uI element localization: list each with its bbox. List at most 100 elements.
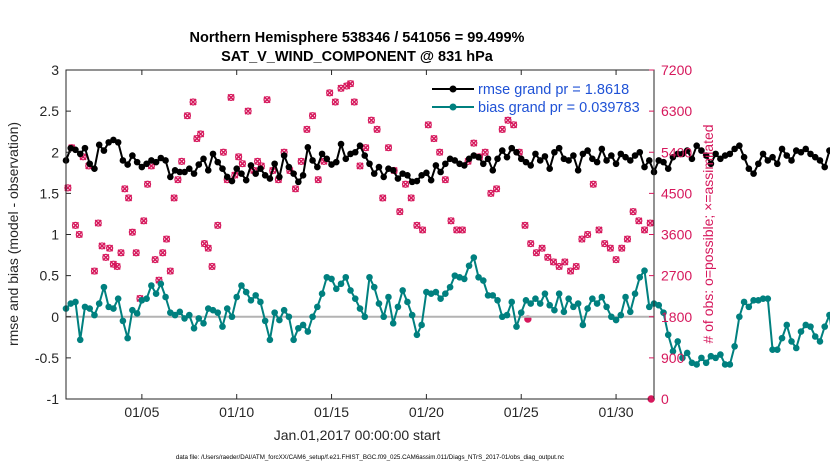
obs-possible-marker	[219, 148, 228, 156]
obs-possible-marker	[373, 125, 381, 134]
obs-possible-marker	[326, 89, 334, 97]
bias-point	[143, 295, 150, 302]
bias-point	[247, 297, 255, 304]
rmse-point	[536, 157, 544, 164]
rmse-point	[513, 148, 520, 156]
bias-point	[759, 295, 767, 302]
y-tick-label-right: 2700	[661, 268, 692, 284]
obs-possible-marker	[424, 121, 432, 129]
rmse-point	[214, 158, 222, 166]
plot-area	[66, 70, 654, 399]
obs-possible-marker	[595, 226, 603, 234]
rmse-point	[489, 167, 497, 174]
bias-point	[404, 298, 411, 306]
bias-point	[361, 313, 369, 321]
bias-point	[266, 336, 274, 344]
rmse-point	[76, 150, 84, 158]
rmse-point	[228, 177, 236, 185]
bias-point	[517, 309, 525, 316]
bias-point	[532, 295, 539, 302]
rmse-point	[133, 158, 141, 166]
rmse-point	[565, 157, 572, 164]
obs-possible-marker	[346, 80, 355, 88]
obs-possible-marker	[263, 96, 271, 104]
bias-point	[570, 303, 577, 311]
obs-possible-marker	[498, 125, 506, 134]
rmse-point	[432, 162, 440, 169]
rmse-point	[247, 162, 255, 169]
rmse-point	[261, 171, 269, 179]
obs-possible-marker	[178, 157, 186, 165]
bias-point	[579, 321, 587, 329]
bias-point	[242, 288, 250, 296]
bias-point	[418, 321, 425, 329]
obs-possible-marker	[162, 235, 171, 243]
bias-point	[565, 295, 572, 302]
bias-point	[503, 311, 511, 319]
chart-title-line2: SAT_V_WIND_COMPONENT @ 831 hPa	[221, 49, 494, 65]
y-tick-label-right: 1800	[661, 309, 692, 325]
rmse-point	[370, 170, 378, 177]
rmse-point	[86, 160, 94, 168]
obs-possible-marker	[487, 189, 495, 197]
rmse-point	[612, 160, 620, 168]
bias-point	[712, 354, 719, 362]
rmse-point	[693, 142, 700, 149]
rmse-point	[200, 155, 207, 163]
bias-point	[252, 292, 259, 299]
bias-point	[219, 323, 226, 330]
obs-possible-marker	[140, 217, 148, 225]
bias-point	[314, 303, 321, 311]
obs-possible-marker	[314, 176, 322, 184]
obs-possible-marker	[532, 249, 541, 257]
bias-point	[821, 323, 829, 330]
y-tick-label-right: 7200	[661, 62, 692, 78]
bias-point	[176, 308, 184, 316]
rmse-point	[356, 142, 364, 149]
bias-point	[119, 317, 127, 325]
obs-possible-marker	[407, 194, 415, 202]
bias-point	[536, 300, 544, 307]
obs-possible-marker	[510, 121, 518, 129]
bias-point	[811, 333, 819, 340]
rmse-point	[688, 155, 696, 163]
rmse-point	[759, 150, 767, 158]
y-tick-label-left: -1	[47, 391, 60, 407]
bias-point	[826, 311, 830, 319]
bias-point	[309, 313, 316, 321]
bias-point	[792, 344, 800, 352]
rmse-point	[95, 141, 103, 149]
rmse-point	[299, 171, 307, 179]
bias-point	[612, 316, 620, 324]
bias-point	[508, 298, 516, 306]
bias-point	[721, 361, 729, 368]
bias-point	[347, 287, 354, 294]
bias-point	[328, 275, 335, 283]
x-tick-label: 01/25	[504, 404, 539, 420]
bias-point	[736, 313, 743, 321]
obs-possible-marker	[584, 230, 592, 239]
bias-point	[437, 295, 444, 302]
rmse-point	[176, 168, 184, 176]
data-file-footer: data file: /Users/raeder/DAI/ATM_forcXX/…	[176, 454, 564, 461]
bias-point	[257, 298, 264, 306]
obs-possible-marker	[303, 125, 311, 134]
obs-possible-marker	[308, 112, 317, 120]
bias-point	[546, 301, 553, 309]
bias-point	[660, 309, 667, 316]
y-tick-label-right: 0	[661, 391, 669, 407]
x-tick-label: 01/05	[124, 404, 159, 420]
bias-point	[162, 293, 169, 301]
rmse-point	[461, 162, 468, 169]
bias-point	[442, 290, 449, 298]
bias-point	[479, 277, 487, 284]
obs-possible-marker	[159, 249, 167, 257]
rmse-point	[717, 155, 724, 163]
bias-point	[318, 290, 326, 298]
obs-possible-marker	[418, 226, 427, 234]
obs-possible-marker	[470, 139, 478, 147]
rmse-point	[100, 147, 108, 154]
rmse-point	[641, 163, 648, 171]
bias-point	[551, 306, 558, 314]
bias-point	[351, 295, 359, 302]
